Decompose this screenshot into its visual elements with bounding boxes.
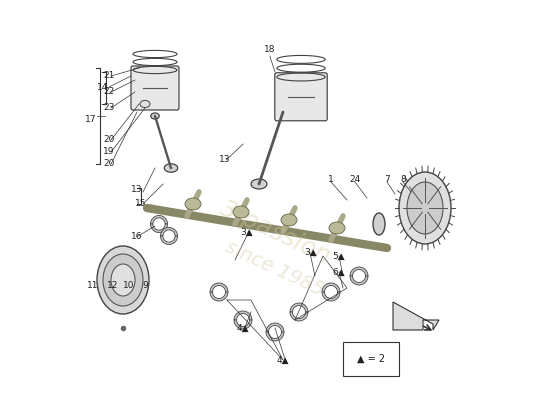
Text: 20: 20 [103,160,115,168]
FancyBboxPatch shape [343,342,399,376]
FancyBboxPatch shape [275,73,327,121]
Polygon shape [266,323,284,332]
Text: 20: 20 [103,136,115,144]
Polygon shape [290,303,308,312]
Polygon shape [210,283,228,292]
Polygon shape [393,302,439,330]
Text: 23: 23 [103,104,115,112]
Text: 6▲: 6▲ [333,268,345,276]
Text: 19: 19 [103,148,115,156]
Ellipse shape [164,164,178,172]
Text: 9: 9 [142,282,148,290]
Text: 21: 21 [103,72,115,80]
Text: 3▲: 3▲ [241,228,254,236]
Text: 13: 13 [131,186,143,194]
Text: 14: 14 [97,84,109,92]
Text: 10: 10 [123,282,135,290]
Ellipse shape [399,172,451,244]
Text: 1: 1 [328,176,334,184]
Ellipse shape [185,198,201,210]
Polygon shape [210,292,228,301]
Text: 4▲: 4▲ [236,324,249,332]
Polygon shape [322,283,340,292]
Text: 17: 17 [85,116,97,124]
Text: 5▲: 5▲ [333,252,345,260]
Text: 3▲: 3▲ [305,248,317,256]
FancyBboxPatch shape [131,66,179,110]
Ellipse shape [140,100,150,108]
Ellipse shape [151,113,160,119]
Ellipse shape [103,254,143,306]
Ellipse shape [278,108,288,116]
Polygon shape [350,276,368,285]
Polygon shape [234,320,252,329]
Polygon shape [151,224,168,232]
Text: 8: 8 [400,176,406,184]
Text: 24: 24 [349,176,361,184]
Polygon shape [161,228,178,236]
Text: 18: 18 [264,46,276,54]
Ellipse shape [111,264,135,296]
Ellipse shape [373,213,385,235]
Text: 12: 12 [107,282,119,290]
Text: 22: 22 [103,88,114,96]
Text: since 1985: since 1985 [223,237,327,299]
Text: 13: 13 [219,156,231,164]
Text: 7: 7 [384,176,390,184]
Ellipse shape [281,214,297,226]
Text: 16: 16 [131,232,143,241]
Ellipse shape [251,179,267,189]
Text: ▲ = 2: ▲ = 2 [357,354,385,364]
Polygon shape [161,236,178,244]
Ellipse shape [329,222,345,234]
Ellipse shape [233,206,249,218]
Ellipse shape [97,246,149,314]
Text: 15: 15 [135,199,147,208]
Polygon shape [151,216,168,224]
Polygon shape [266,332,284,341]
Polygon shape [290,312,308,321]
Text: 4▲: 4▲ [277,356,289,364]
Polygon shape [322,292,340,301]
Ellipse shape [407,182,443,234]
Text: 11: 11 [87,282,99,290]
Polygon shape [234,311,252,320]
Polygon shape [350,267,368,276]
Text: 3 passion: 3 passion [216,196,334,268]
